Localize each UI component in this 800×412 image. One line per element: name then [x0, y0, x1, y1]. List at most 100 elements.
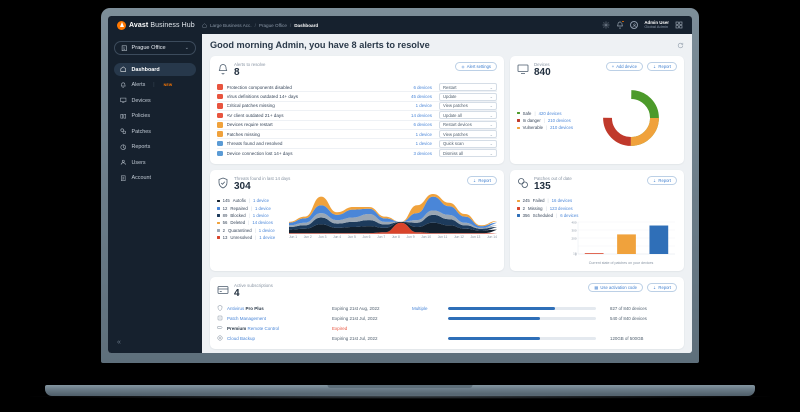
breadcrumb-account[interactable]: Large Business Acc.	[210, 22, 252, 28]
legend-count[interactable]: 420 devices	[538, 110, 562, 116]
threats-body: 145 Autofix | 1 device 12 Repaired | 1 device …	[217, 192, 497, 241]
patches-icon	[518, 178, 528, 189]
legend-count[interactable]: 210 devices	[547, 118, 571, 124]
alert-action-label: Update all	[443, 112, 462, 118]
breadcrumb-office[interactable]: Prague Office	[258, 22, 287, 28]
alert-count-link[interactable]: 1 device	[415, 141, 432, 147]
alert-count-link[interactable]: 45 devices	[411, 94, 432, 100]
alert-action-select[interactable]: Restart ⌄	[439, 83, 497, 92]
alert-count-link[interactable]: 1 device	[415, 103, 432, 109]
alert-action-select[interactable]: Dismiss all ⌄	[439, 149, 497, 158]
office-selector[interactable]: Prague Office ⌄	[114, 41, 196, 55]
use-activation-code-button[interactable]: ▦ Use activation code	[588, 283, 643, 293]
legend-devices[interactable]: 14 devices	[252, 220, 273, 226]
bar-scheduled	[649, 225, 669, 255]
page-header: Good morning Admin, you have 8 alerts to…	[210, 40, 684, 50]
alert-action-select[interactable]: Update ⌄	[439, 92, 497, 101]
subscription-row[interactable]: Patch Management Expiring 21st Jul, 2022…	[217, 313, 677, 323]
subscription-multiple-link[interactable]: Multiple	[412, 305, 428, 311]
notifications-button[interactable]	[616, 20, 625, 29]
alert-action-label: Quick scan	[443, 141, 464, 147]
legend-count[interactable]: 210 devices	[550, 125, 574, 131]
avatar[interactable]	[629, 20, 639, 30]
patches-report-label: Report	[658, 178, 671, 184]
devices-card-header: Devices 840 + Add device ⇣ Report	[517, 62, 677, 78]
alert-row[interactable]: Virus definitions outdated 14+ days 45 d…	[217, 92, 497, 102]
alert-action-label: Restart	[443, 84, 457, 90]
refresh-icon[interactable]	[677, 42, 684, 49]
legend-swatch-vulnerable	[517, 126, 520, 130]
subscription-row[interactable]: Premium Remote Control Expired	[217, 323, 677, 333]
alert-row[interactable]: Patches missing 1 device View patches ⌄	[217, 130, 497, 140]
legend-label: Scheduled	[532, 213, 554, 219]
brand-logo-area[interactable]: Avast Business Hub	[108, 20, 202, 30]
user-info[interactable]: Admin User Global Admin	[644, 20, 669, 30]
sidebar-item-users[interactable]: Users	[114, 156, 196, 169]
subscription-name[interactable]: Patch Management	[227, 316, 332, 321]
sidebar-item-label: Reports	[131, 144, 151, 150]
alert-action-select[interactable]: Restart devices ⌄	[439, 120, 497, 129]
alert-row[interactable]: AV client outdated 21+ days 14 devices U…	[217, 111, 497, 121]
x-tick-label: Jun 12	[453, 235, 464, 240]
patches-bar-chart: 010 200 300 400	[571, 221, 675, 257]
alert-row[interactable]: Critical patches missing 1 device View p…	[217, 101, 497, 112]
divider: |	[255, 235, 257, 241]
apps-grid-icon[interactable]	[675, 21, 683, 29]
legend-devices[interactable]: 16 devices	[551, 198, 573, 204]
subscription-row[interactable]: Cloud Backup Expiring 21st Jul, 2022 120…	[217, 333, 677, 343]
subscription-name[interactable]: Premium Remote Control	[227, 326, 332, 331]
patches-report-button[interactable]: ⇣ Report	[646, 176, 677, 186]
add-device-button[interactable]: + Add device	[605, 62, 643, 71]
sidebar-item-devices[interactable]: Devices	[114, 94, 196, 107]
divider: |	[534, 110, 536, 116]
new-badge: NEW	[163, 83, 173, 87]
devices-report-button[interactable]: ⇣ Report	[646, 62, 677, 71]
alert-action-select[interactable]: Quick scan ⌄	[439, 139, 497, 148]
subscription-name[interactable]: Cloud Backup	[227, 336, 332, 341]
legend-devices[interactable]: 6 devices	[560, 213, 579, 219]
legend-devices[interactable]: 1 device	[253, 198, 270, 204]
alert-count-link[interactable]: 6 devices	[413, 122, 432, 128]
sidebar-item-alerts[interactable]: Alerts | NEW	[114, 79, 196, 92]
legend-item: 2 Quarantined | 1 device	[217, 227, 285, 234]
screen: Avast Business Hub Large Business Acc. /…	[108, 16, 692, 353]
legend-devices[interactable]: 1 device	[258, 227, 275, 233]
devices-donut-chart	[585, 87, 677, 149]
subscription-row[interactable]: Antivirus Pro Plus Expiring 21st Aug, 20…	[217, 303, 677, 313]
threats-report-button[interactable]: ⇣ Report	[466, 176, 497, 186]
alert-action-select[interactable]: View patches ⌄	[439, 130, 497, 139]
alert-action-select[interactable]: Update all ⌄	[439, 111, 497, 120]
alert-row[interactable]: Threats found and resolved 1 device Quic…	[217, 139, 497, 149]
sidebar-item-reports[interactable]: Reports	[114, 141, 196, 154]
subscription-name[interactable]: Antivirus Pro Plus	[227, 306, 332, 311]
legend-devices[interactable]: 1 device	[254, 205, 271, 211]
alert-row[interactable]: Device connection lost 14+ days 3 device…	[217, 149, 497, 158]
alert-text: Virus definitions outdated 14+ days	[226, 94, 299, 100]
legend-label: Autofix	[232, 198, 246, 204]
alert-action-select[interactable]: View patches ⌄	[439, 101, 497, 110]
sidebar-item-account[interactable]: Account	[114, 172, 196, 185]
alert-count-link[interactable]: 6 devices	[413, 84, 432, 90]
alert-settings-button[interactable]: Alert settings	[454, 62, 497, 71]
alert-count-link[interactable]: 1 device	[415, 131, 432, 137]
gear-icon[interactable]	[602, 21, 610, 29]
divider: |	[543, 118, 545, 124]
alerts-card-actions: Alert settings	[454, 62, 497, 71]
alert-row[interactable]: Devices require restart 6 devices Restar…	[217, 120, 497, 130]
legend-devices[interactable]: 123 devices	[549, 205, 573, 211]
patches-card-value: 135	[534, 181, 551, 193]
legend-devices[interactable]: 1 device	[259, 235, 276, 241]
legend-swatch-failed	[517, 199, 520, 203]
sidebar-item-patches[interactable]: Patches	[114, 125, 196, 138]
alert-count-link[interactable]: 14 devices	[411, 112, 432, 118]
sidebar-item-dashboard[interactable]: Dashboard	[114, 63, 196, 76]
subscriptions-report-button[interactable]: ⇣ Report	[646, 283, 677, 293]
alert-count-link[interactable]: 3 devices	[413, 150, 432, 156]
legend-devices[interactable]: 1 device	[252, 213, 269, 219]
alert-row[interactable]: Protection components disabled 6 devices…	[217, 83, 497, 93]
bar-missing	[584, 253, 604, 255]
legend-count: 145	[222, 198, 230, 204]
collapse-sidebar-button[interactable]: «	[117, 339, 121, 346]
sidebar-item-policies[interactable]: Policies	[114, 110, 196, 123]
